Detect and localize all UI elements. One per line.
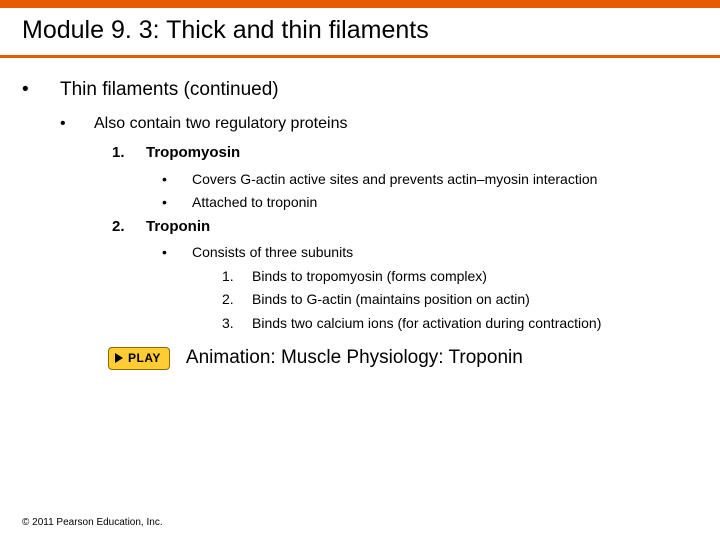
bullet-text: Covers G-actin active sites and prevents… [192, 171, 597, 189]
play-button[interactable]: PLAY [108, 347, 170, 370]
numbered-item-1: 1.Tropomyosin [112, 144, 698, 163]
subunit-text: Binds to G-actin (maintains position on … [252, 291, 530, 309]
number-mark: 2. [222, 291, 252, 309]
subunit-item: 2.Binds to G-actin (maintains position o… [222, 291, 698, 309]
play-label: PLAY [128, 351, 161, 366]
bullet-mark: • [162, 244, 192, 262]
bullet-text: Attached to troponin [192, 194, 317, 212]
subunit-item: 1.Binds to tropomyosin (forms complex) [222, 268, 698, 286]
sub-bullet: •Consists of three subunits [162, 244, 698, 262]
item-name: Troponin [146, 218, 210, 237]
bullet-mark: • [22, 78, 60, 102]
sub-bullet: •Covers G-actin active sites and prevent… [162, 171, 698, 189]
item-name: Tropomyosin [146, 144, 240, 163]
slide-body: •Thin filaments (continued) •Also contai… [0, 58, 720, 370]
bullet-mark: • [162, 171, 192, 189]
number-mark: 3. [222, 315, 252, 333]
bullet-text: Also contain two regulatory proteins [94, 114, 347, 134]
bullet-text: Consists of three subunits [192, 244, 353, 262]
subunit-item: 3.Binds two calcium ions (for activation… [222, 315, 698, 333]
bullet-mark: • [60, 114, 94, 134]
bullet-lvl1: •Thin filaments (continued) [22, 78, 698, 102]
slide-title: Module 9. 3: Thick and thin filaments [0, 8, 720, 45]
number-mark: 1. [222, 268, 252, 286]
animation-caption: Animation: Muscle Physiology: Troponin [186, 346, 523, 370]
subunit-text: Binds two calcium ions (for activation d… [252, 315, 601, 333]
number-mark: 2. [112, 218, 146, 237]
animation-row: PLAY Animation: Muscle Physiology: Tropo… [108, 346, 698, 370]
play-icon [115, 353, 123, 363]
bullet-mark: • [162, 194, 192, 212]
number-mark: 1. [112, 144, 146, 163]
top-accent-bar [0, 0, 720, 8]
numbered-item-2: 2.Troponin [112, 218, 698, 237]
bullet-text: Thin filaments (continued) [60, 78, 279, 102]
copyright-text: © 2011 Pearson Education, Inc. [22, 517, 163, 528]
bullet-lvl2: •Also contain two regulatory proteins [60, 114, 698, 134]
sub-bullet: •Attached to troponin [162, 194, 698, 212]
subunit-text: Binds to tropomyosin (forms complex) [252, 268, 487, 286]
